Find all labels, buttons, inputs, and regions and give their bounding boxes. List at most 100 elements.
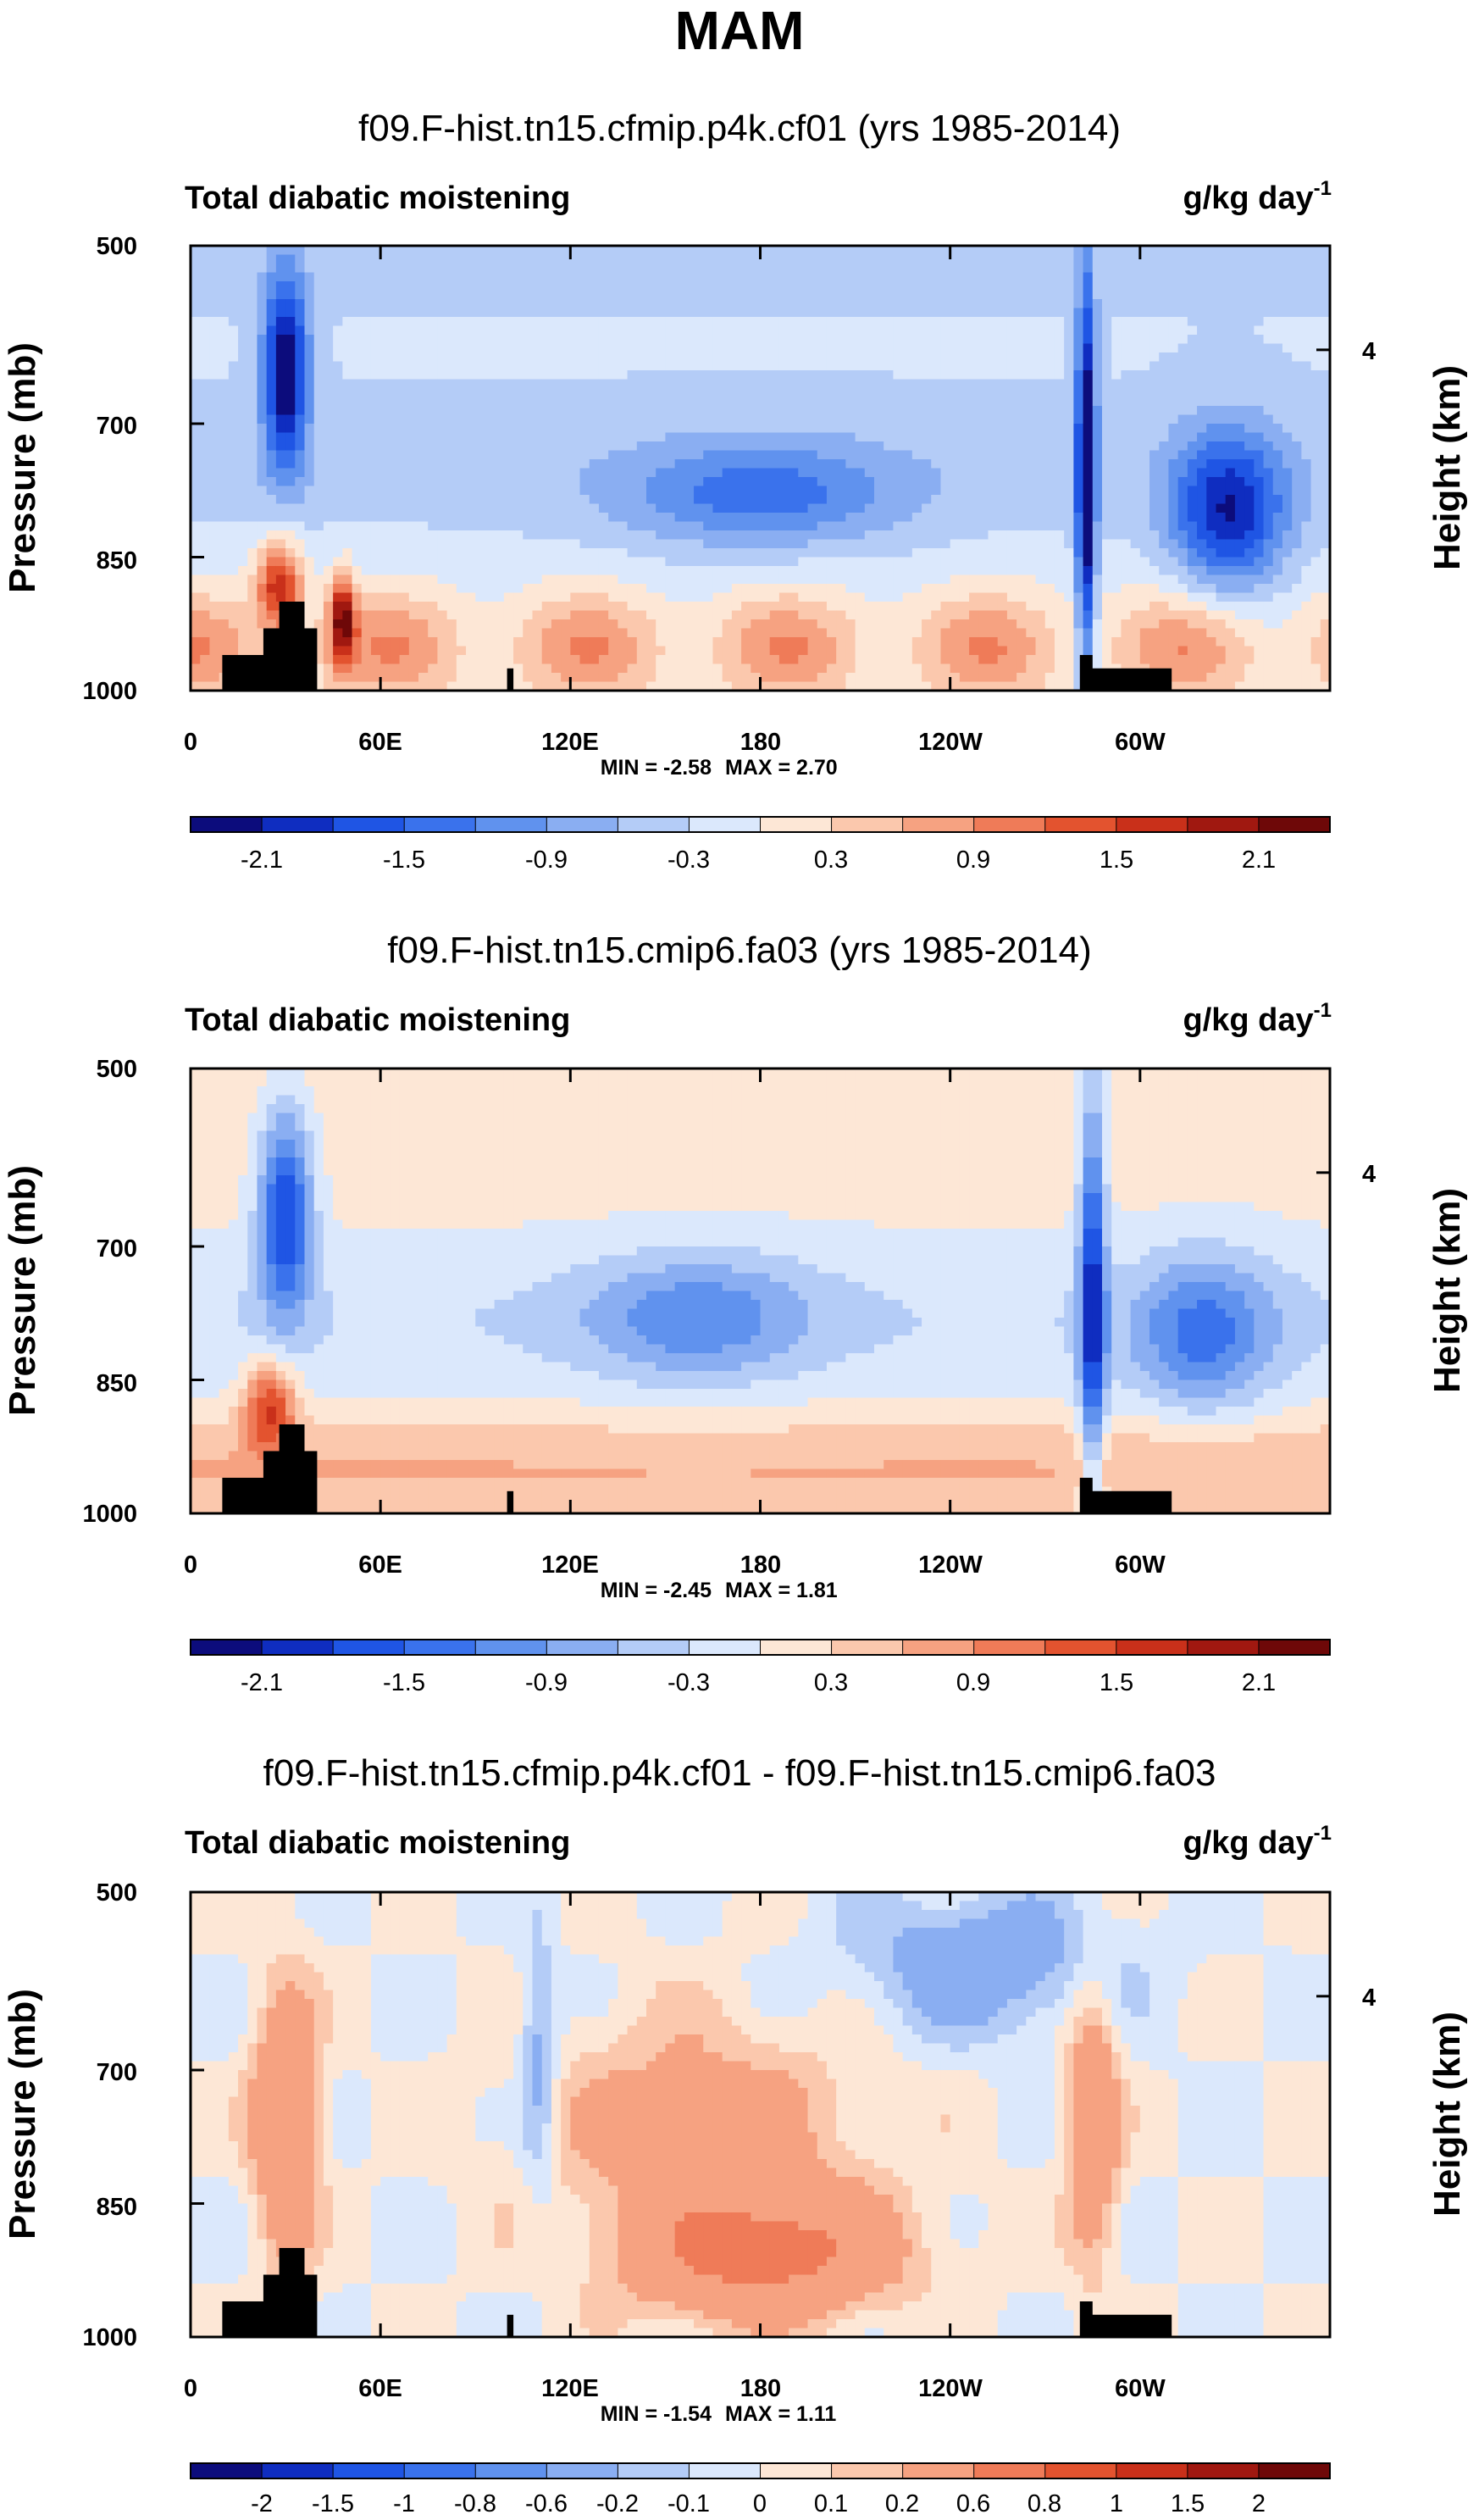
field-cell — [1197, 299, 1207, 309]
field-cell — [390, 539, 401, 549]
field-cell — [541, 513, 552, 523]
field-cell — [247, 584, 258, 594]
field-cell — [579, 254, 590, 264]
field-cell — [1310, 281, 1321, 291]
field-cell — [494, 592, 505, 602]
field-cell — [751, 432, 762, 442]
field-cell — [1177, 361, 1188, 371]
field-cell — [1016, 574, 1027, 585]
field-cell — [656, 574, 667, 585]
field-cell — [769, 290, 780, 300]
field-cell — [1254, 602, 1265, 612]
field-cell — [722, 264, 733, 274]
field-cell — [950, 468, 961, 478]
field-cell — [1006, 272, 1017, 282]
field-cell — [950, 246, 961, 256]
field-cell — [561, 574, 571, 585]
field-cell — [807, 566, 818, 576]
field-cell — [864, 388, 875, 398]
field-cell — [798, 388, 809, 398]
field-cell — [380, 521, 391, 531]
field-cell — [1272, 530, 1283, 541]
field-cell — [911, 352, 922, 363]
field-cell — [950, 602, 961, 612]
field-cell — [798, 370, 809, 380]
field-cell — [1301, 530, 1312, 541]
field-cell — [1111, 503, 1122, 513]
field-cell — [1159, 602, 1170, 612]
field-cell — [523, 566, 534, 576]
field-cell — [864, 424, 875, 434]
field-cell — [352, 352, 363, 363]
field-cell — [627, 361, 638, 371]
field-cell — [1102, 379, 1112, 389]
field-cell — [380, 495, 391, 505]
field-cell — [380, 414, 391, 425]
field-cell — [893, 432, 904, 442]
field-cell — [789, 254, 799, 264]
field-cell — [361, 459, 372, 469]
field-cell — [257, 264, 268, 274]
field-cell — [380, 335, 391, 345]
field-cell — [446, 325, 457, 336]
field-cell — [969, 477, 979, 487]
field-cell — [845, 548, 856, 558]
field-cell — [988, 414, 999, 425]
field-cell — [751, 495, 762, 505]
field-cell — [503, 352, 514, 363]
field-cell — [1168, 352, 1179, 363]
field-cell — [1206, 272, 1217, 282]
field-cell — [238, 602, 248, 612]
field-cell — [1054, 414, 1065, 425]
field-cell — [636, 530, 647, 541]
field-cell — [959, 557, 970, 567]
field-cell — [228, 557, 239, 567]
field-cell — [608, 290, 618, 300]
field-cell — [684, 441, 695, 452]
field-cell — [1197, 441, 1207, 452]
field-cell — [712, 557, 723, 567]
field-cell — [1073, 477, 1084, 487]
field-cell — [769, 335, 780, 345]
field-cell — [285, 414, 296, 425]
field-cell — [523, 272, 534, 282]
field-cell — [1310, 370, 1321, 380]
field-cell — [380, 486, 391, 496]
field-cell — [257, 584, 268, 594]
field-cell — [503, 335, 514, 345]
field-cell — [1073, 397, 1084, 407]
field-cell — [826, 335, 837, 345]
field-cell — [1282, 592, 1293, 602]
field-cell — [864, 468, 875, 478]
field-cell — [798, 557, 809, 567]
field-cell — [598, 246, 609, 256]
field-cell — [1244, 468, 1255, 478]
field-cell — [1282, 495, 1293, 505]
field-cell — [1083, 459, 1094, 469]
field-cell — [1216, 486, 1227, 496]
field-cell — [1054, 308, 1065, 318]
field-cell — [437, 317, 448, 327]
field-cell — [1054, 574, 1065, 585]
field-cell — [1234, 521, 1245, 531]
field-cell — [219, 361, 230, 371]
field-cell — [589, 290, 600, 300]
field-cell — [1121, 495, 1132, 505]
field-cell — [1187, 548, 1198, 558]
field-cell — [561, 299, 571, 309]
field-cell — [1301, 592, 1312, 602]
field-cell — [826, 503, 837, 513]
field-cell — [370, 539, 381, 549]
field-cell — [200, 441, 211, 452]
field-cell — [551, 495, 562, 505]
field-cell — [228, 406, 239, 416]
field-cell — [1206, 441, 1217, 452]
field-cell — [390, 335, 401, 345]
field-cell — [598, 379, 609, 389]
field-cell — [1254, 414, 1265, 425]
field-cell — [247, 450, 258, 460]
field-cell — [191, 308, 201, 318]
field-cell — [285, 379, 296, 389]
field-cell — [446, 379, 457, 389]
field-cell — [1320, 486, 1331, 496]
